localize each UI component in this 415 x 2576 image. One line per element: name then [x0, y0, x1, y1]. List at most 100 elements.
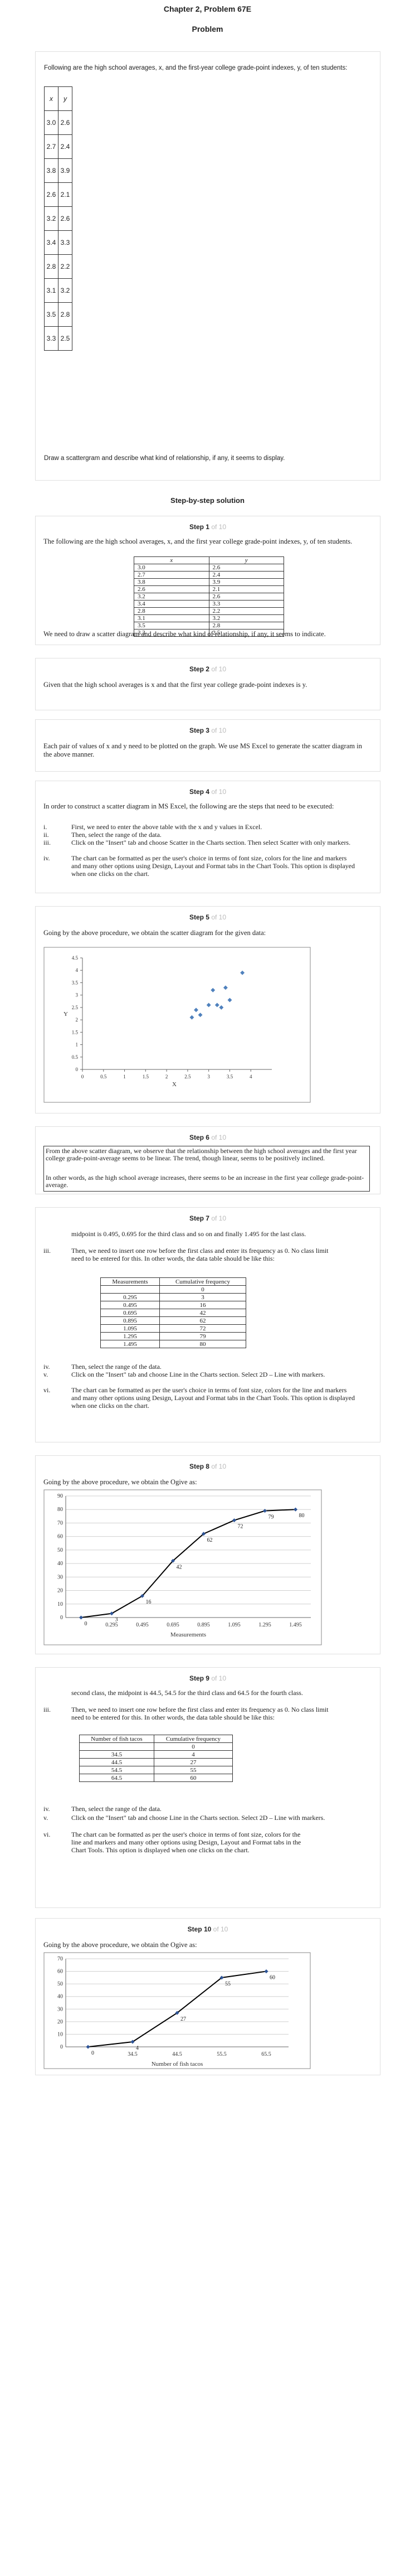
y-tick-label: 70 [57, 1956, 63, 1962]
step-card-10: Step 10 of 10 Going by the above procedu… [35, 1918, 380, 2075]
table-cell: 2.1 [58, 182, 72, 207]
step-text: Going by the above procedure, we obtain … [43, 929, 266, 937]
x-tick-label: 0.495 [136, 1622, 149, 1628]
data-point [262, 1509, 267, 1513]
table-row: 1.495 80 [100, 1340, 247, 1348]
data-point [206, 1003, 211, 1008]
table-cell: 3.4 [44, 230, 58, 255]
y-tick-label: 3 [76, 992, 79, 998]
table-cell: 2.8 [208, 622, 284, 630]
y-tick-label: 30 [57, 2006, 63, 2012]
table-row: 3.4 3.3 [134, 600, 284, 608]
table-cell: 72 [159, 1324, 247, 1333]
table-cell: 3.3 [44, 326, 58, 351]
y-tick-label: 20 [57, 1588, 63, 1594]
table-cell: 2.4 [208, 571, 284, 579]
x-tick-label: 1.095 [228, 1622, 241, 1628]
y-tick-label: 2 [76, 1017, 79, 1023]
x-tick-label: 3 [207, 1074, 210, 1079]
problem-text: Following are the high school averages, … [44, 65, 348, 71]
table-cell: 0 [153, 1742, 233, 1751]
x-axis-label: Measurements [170, 1631, 206, 1638]
x-axis-label: X [172, 1081, 177, 1088]
table-cell: 3.8 [134, 578, 209, 586]
step-title: Step 3 of 10 [189, 727, 227, 734]
table-cell: 2.2 [58, 254, 72, 279]
table-row: 2.7 2.4 [134, 571, 284, 579]
table-cell: 3.8 [44, 158, 58, 183]
x-tick-label: 0.5 [100, 1074, 107, 1079]
step-title: Step 5 of 10 [189, 913, 227, 921]
table-cell: 27 [153, 1758, 233, 1766]
data-point [232, 1518, 237, 1523]
scatter-chart: 0 0.5 1 1.5 2 2.5 3 3.5 4 4.5 0 0.5 1 1.5 2 2.5 3 3.5 4 X Y [43, 947, 311, 1103]
list-item: v. Click on the "Insert" tab and choose L… [43, 1371, 325, 1378]
step-card-8: Step 8 of 10 Going by the above procedur… [35, 1455, 380, 1654]
table-cell: 2.6 [44, 182, 58, 207]
table-cell [100, 1285, 160, 1294]
step-text: The following are the high school averag… [43, 538, 353, 545]
table-row: 1.295 79 [100, 1332, 247, 1340]
step-title: Step 7 of 10 [189, 1214, 227, 1222]
data-label: 80 [299, 1513, 305, 1519]
data-label: 62 [207, 1537, 213, 1543]
x-tick-label: 1 [123, 1074, 126, 1079]
y-tick-label: 40 [57, 1994, 63, 2000]
table-cell: 3.3 [134, 629, 209, 637]
step-text: Going by the above procedure, we obtain … [43, 1478, 197, 1486]
list-item: vi. The chart can be formatted as per the… [43, 1831, 301, 1854]
table-row: 3.2 2.6 [134, 593, 284, 601]
step-title: Step 6 of 10 [189, 1134, 227, 1141]
table-row: 44.5 27 [79, 1758, 233, 1766]
table-row: 34.5 4 [79, 1750, 233, 1759]
table-row: 1.095 72 [100, 1324, 247, 1333]
data-label: 4 [136, 2045, 139, 2051]
chart-frame [43, 947, 311, 1103]
y-tick-label: 1 [76, 1042, 79, 1048]
step-title: Step 9 of 10 [189, 1674, 227, 1682]
x-axis-label: Number of fish tacos [152, 2061, 203, 2067]
table-cell: 3.3 [208, 600, 284, 608]
data-label: 27 [180, 2016, 186, 2022]
table-row: 3.5 2.8 [44, 302, 72, 327]
x-tick-label: 1.5 [143, 1074, 149, 1079]
table-cell: 2.6 [58, 110, 72, 135]
step-card-3: Step 3 of 10 Each pair of values of x an… [35, 719, 380, 772]
list-item: v. Click on the "Insert" tab and choose L… [43, 1814, 325, 1822]
list-item: vi. The chart can be formatted as per the… [43, 1386, 355, 1410]
table-row: 3.3 2.5 [134, 629, 284, 637]
step-card-4: Step 4 of 10 In order to construct a sca… [35, 781, 380, 893]
table-cell: 2.1 [208, 585, 284, 593]
table-cell: 44.5 [79, 1758, 154, 1766]
conclusion-text: From the above scatter diagram, we obser… [46, 1147, 357, 1162]
x-tick-label: 1.295 [258, 1622, 271, 1628]
step-title: Step 1 of 10 [189, 523, 227, 531]
table-cell: 3.2 [58, 278, 72, 303]
step-card-5: Step 5 of 10 Going by the above procedur… [35, 906, 380, 1113]
list-item: iii. Then, we need to insert one row befo… [43, 1247, 329, 1262]
table-cell: 3.5 [44, 302, 58, 327]
data-label: 16 [146, 1599, 152, 1605]
table-cell: 79 [159, 1332, 247, 1340]
table-row: 3.1 3.2 [134, 614, 284, 622]
data-label: 79 [268, 1514, 274, 1521]
y-tick-label: 2.5 [72, 1005, 79, 1010]
table-cell: 1.495 [100, 1340, 160, 1348]
y-tick-label: 40 [57, 1561, 63, 1567]
step-text-2: We need to draw a scatter diagram and de… [43, 630, 326, 638]
step-title: Step 4 of 10 [189, 788, 227, 796]
table-cell: 2.7 [134, 571, 209, 579]
table-row: 0 [79, 1742, 233, 1751]
table-row: 0.695 42 [100, 1309, 247, 1317]
table-row: 3.8 3.9 [44, 158, 72, 183]
data-label: 55 [225, 1981, 231, 1987]
chapter-title: Chapter 2, Problem 67E [163, 4, 252, 13]
table-row: 3.5 2.8 [134, 622, 284, 630]
table-cell: 3.4 [134, 600, 209, 608]
y-axis-label: Y [64, 1011, 68, 1018]
table-row: 64.5 60 [79, 1774, 233, 1782]
table-cell: 2.6 [208, 564, 284, 572]
data-label: 0 [85, 1621, 87, 1627]
col-header: Cumulative frequency [153, 1735, 233, 1743]
y-tick-label: 1.5 [72, 1029, 79, 1035]
